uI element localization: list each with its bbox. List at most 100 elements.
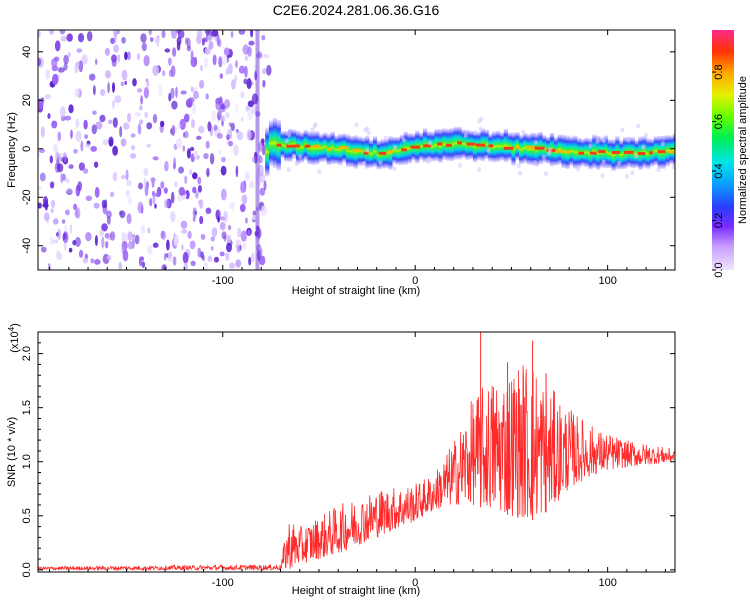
noise-speckle [196,135,202,140]
noise-speckle [161,264,167,270]
signal-core-mark [657,150,666,154]
noise-speckle [118,261,122,270]
noise-speckle [148,30,152,36]
noise-speckle [147,227,151,234]
band-speckle [620,127,625,133]
noise-speckle [244,171,250,181]
signal-core-mark [387,150,394,154]
noise-speckle [235,259,242,268]
noise-speckle [195,191,199,199]
noise-speckle [239,203,246,213]
signal-band-segment [561,134,566,168]
noise-speckle [175,86,178,99]
band-speckle [393,145,398,151]
signal-band-segment [665,135,670,167]
noise-speckle [141,42,147,52]
noise-speckle [238,30,246,35]
noise-speckle [52,73,59,85]
signal-core-mark [503,146,514,150]
snr-y-label: SNR (10 * v/v) [6,417,18,487]
noise-speckle [49,181,55,189]
noise-speckle [112,145,118,156]
x-tick-label: -100 [212,275,234,287]
noise-speckle [160,230,165,239]
noise-speckle [217,132,223,139]
x-tick-label: 100 [598,275,616,287]
noise-speckle [38,185,42,191]
snr-x-ticks: -100 0 100 [49,332,666,589]
noise-speckle [244,55,248,62]
noise-speckle [104,69,111,79]
noise-speckle [77,33,85,43]
noise-speckle [216,34,220,47]
noise-speckle [130,144,136,151]
noise-speckle [120,138,127,147]
signal-core-mark [338,146,349,150]
signal-core-mark [612,151,620,154]
noise-speckle [228,122,232,127]
signal-core-mark [623,150,634,154]
noise-speckle [173,157,177,169]
signal-band-segment [396,137,401,165]
x-tick-label: 0 [412,275,418,287]
noise-speckle [201,254,205,262]
noise-speckle [101,223,108,232]
noise-speckle [68,164,74,169]
band-speckle [601,159,606,165]
noise-speckle [82,257,88,264]
noise-speckle [68,247,73,253]
signal-band-segment [434,129,439,161]
noise-speckle [177,194,183,202]
signal-band-segment [392,137,397,164]
noise-speckle [220,165,227,176]
noise-speckle [258,155,263,164]
signal-band-segment [669,135,674,165]
band-speckle [298,153,303,159]
noise-speckle [54,40,61,52]
noise-speckle [266,64,272,76]
snr-y-scale-label: (x104) [7,323,21,353]
y-tick-label: 0.5 [21,508,33,523]
noise-speckle [219,73,223,79]
noise-speckle [112,82,115,93]
signal-band-segment [372,136,378,167]
signal-band-segment [319,134,324,162]
noise-speckle [182,190,186,196]
noise-speckle [207,35,213,43]
band-speckle [630,170,635,176]
signal-band-segment [330,131,335,165]
band-speckle [366,130,371,136]
colorbar-tick-label: 0.2 [713,213,725,228]
noise-speckle [193,90,199,100]
noise-speckle [38,148,46,154]
noise-speckle [244,65,248,78]
noise-speckle [170,30,178,39]
band-speckle [486,148,491,154]
y-tick-label: 1.0 [21,454,33,469]
noise-speckle [121,69,128,81]
spectrogram-x-ticks: -100 0 100 [49,30,666,287]
noise-speckle [128,197,132,205]
noise-speckle [258,164,264,177]
noise-speckle [213,124,218,131]
noise-speckle [73,148,78,154]
band-speckle [518,170,523,176]
noise-speckle [248,40,255,46]
signal-band-segment [607,139,612,169]
noise-speckle [181,244,184,251]
noise-speckle [170,211,176,223]
noise-speckle [95,58,98,65]
signal-core-mark [378,151,387,155]
noise-speckle [123,122,130,130]
noise-speckle [112,117,118,128]
noise-speckle [66,187,73,195]
noise-speckle [152,193,156,205]
noise-speckle [146,122,153,130]
noise-speckle [260,138,265,144]
noise-speckle [207,121,212,132]
noise-speckle [93,85,96,96]
noise-speckle [190,260,196,267]
noise-speckle [105,241,109,249]
band-speckle [544,171,549,177]
signal-band-segment [492,131,497,163]
